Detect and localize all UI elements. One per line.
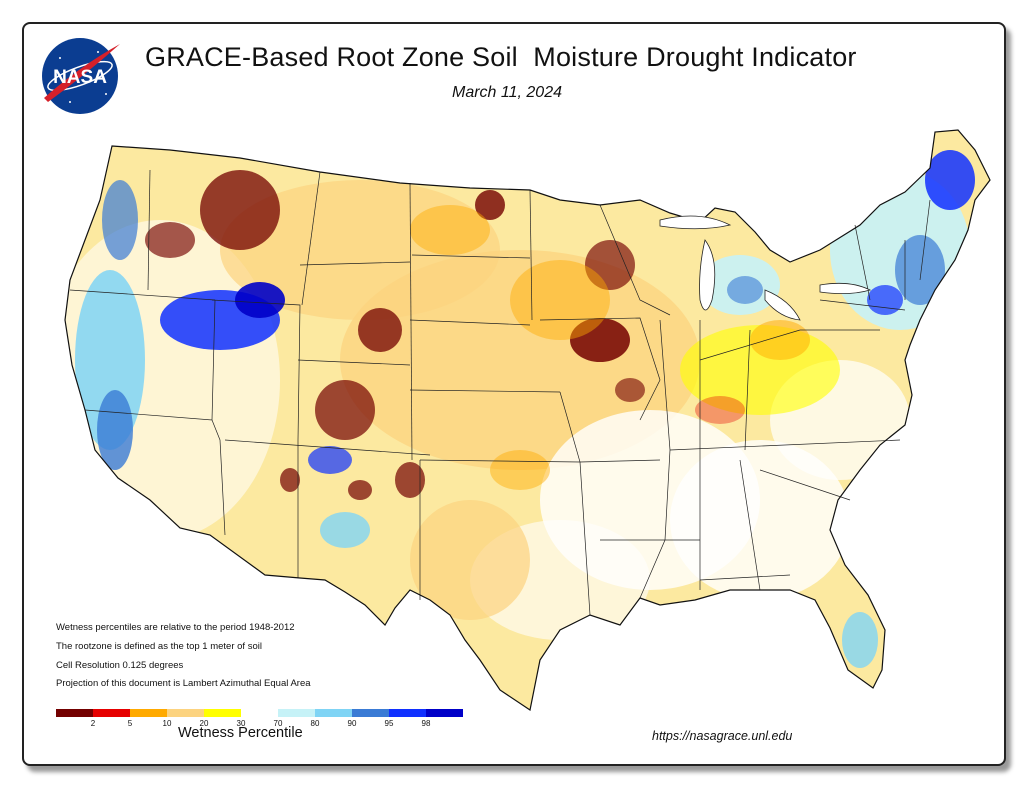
legend-swatch: [315, 709, 352, 717]
legend-swatch: [352, 709, 389, 717]
legend-swatch: [93, 709, 130, 717]
legend-color-bar: [56, 709, 463, 717]
note-rootzone: The rootzone is defined as the top 1 met…: [56, 641, 262, 652]
legend-tick-label: 10: [162, 719, 172, 728]
legend-swatch: [426, 709, 463, 717]
legend-tick-label: 30: [236, 719, 246, 728]
legend-tick-label: 95: [384, 719, 394, 728]
legend-tick-label: 80: [310, 719, 320, 728]
note-resolution: Cell Resolution 0.125 degrees: [56, 660, 184, 671]
legend-swatch: [204, 709, 241, 717]
legend-tick-label: 70: [273, 719, 283, 728]
legend-swatch: [130, 709, 167, 717]
nasa-logo: NASA: [42, 38, 120, 114]
legend-swatch: [167, 709, 204, 717]
svg-text:NASA: NASA: [53, 67, 107, 88]
legend-swatch: [278, 709, 315, 717]
legend-tick-label: 2: [90, 719, 96, 728]
legend-tick-label: 98: [421, 719, 431, 728]
legend-swatch: [389, 709, 426, 717]
date-text: March 11, 2024: [452, 84, 562, 101]
legend-swatch: [56, 709, 93, 717]
legend-tick-label: 20: [199, 719, 209, 728]
note-projection: Projection of this document is Lambert A…: [56, 678, 311, 689]
legend-tick-label: 90: [347, 719, 357, 728]
legend-tick-label: 5: [127, 719, 133, 728]
legend-title: Wetness Percentile: [178, 725, 303, 741]
map-title: GRACE-Based Root Zone Soil Moisture Drou…: [145, 42, 857, 72]
map-date: March 11, 2024: [0, 84, 1024, 102]
source-url: https://nasagrace.unl.edu: [652, 729, 793, 743]
note-period: Wetness percentiles are relative to the …: [56, 622, 295, 633]
legend-swatch: [241, 709, 278, 717]
